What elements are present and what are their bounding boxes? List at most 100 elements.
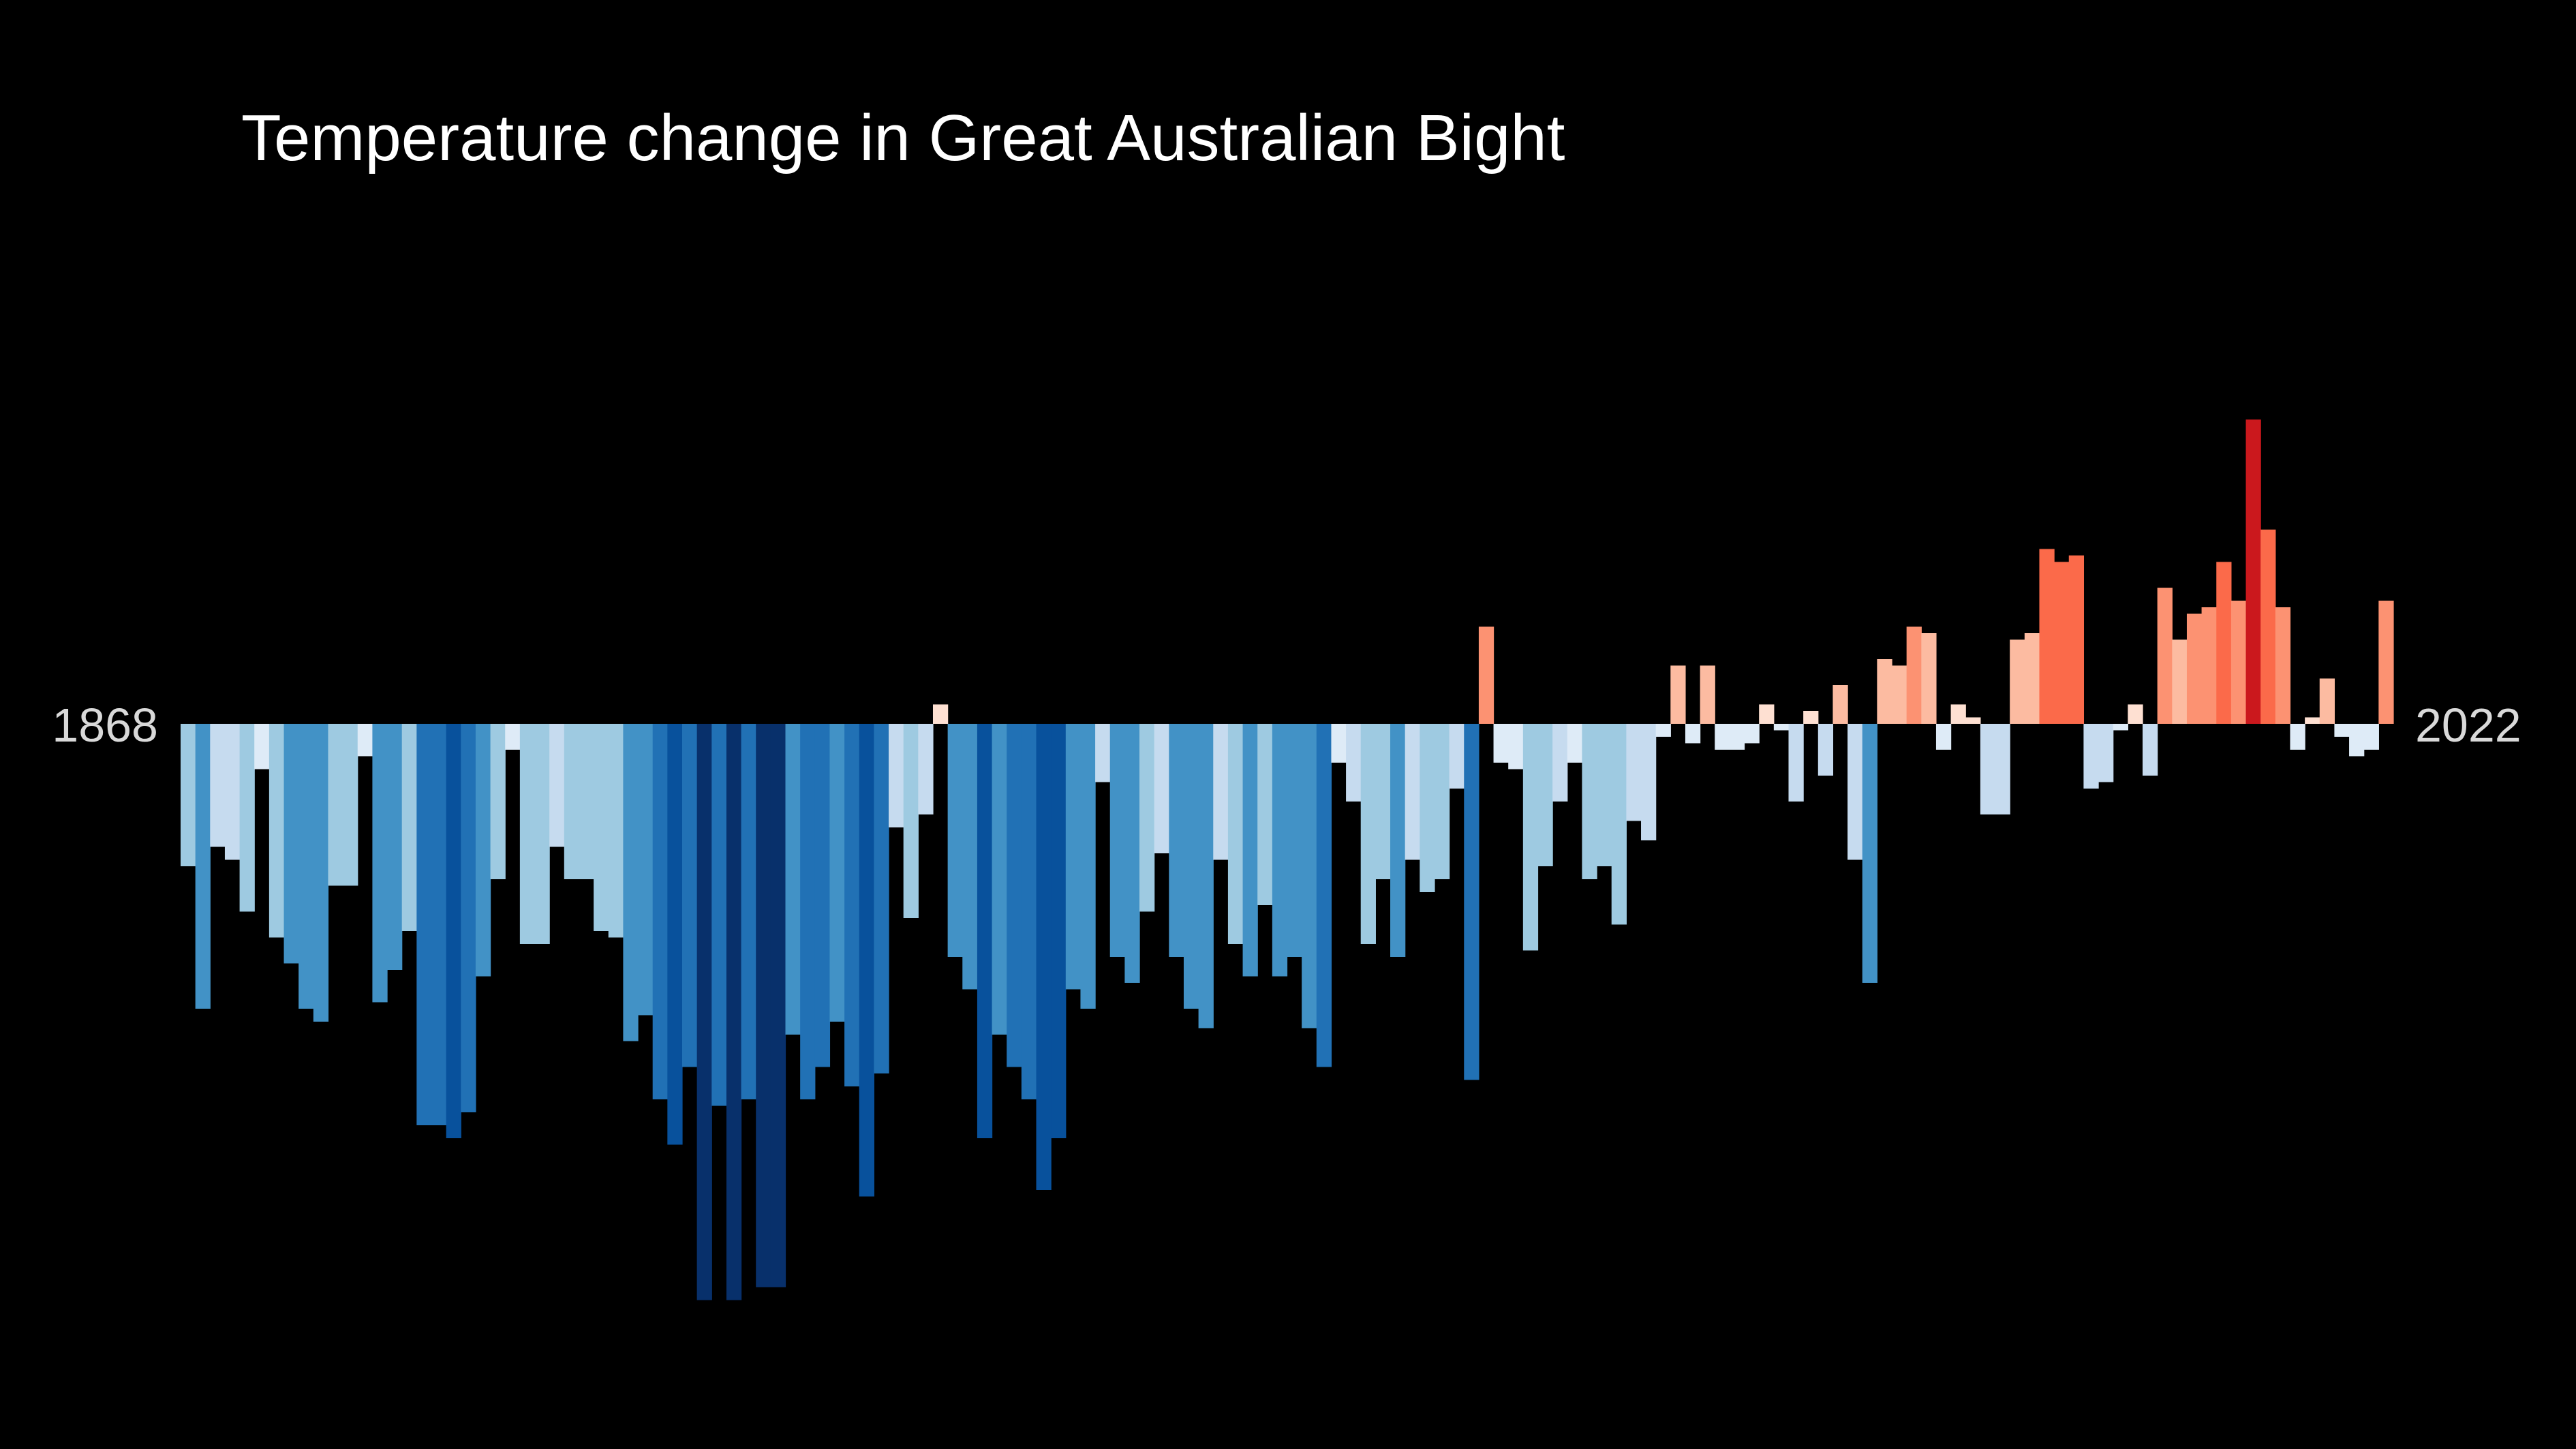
- bar-1938: [1213, 724, 1229, 860]
- bar-2008: [2245, 419, 2261, 724]
- bar-1983: [1877, 659, 1892, 724]
- bar-1959: [1522, 724, 1539, 951]
- bar-1887: [461, 724, 476, 1112]
- bar-1970: [1685, 724, 1701, 744]
- bar-1967: [1641, 724, 1657, 840]
- bar-1880: [357, 724, 373, 757]
- end-year-label: 2022: [2415, 699, 2521, 752]
- bar-1971: [1700, 665, 1715, 724]
- bar-1895: [579, 724, 594, 879]
- bar-1906: [741, 724, 756, 1099]
- bar-2004: [2186, 613, 2203, 724]
- start-year-label: 1868: [52, 699, 158, 752]
- bar-1994: [2039, 549, 2055, 724]
- bar-1929: [1080, 724, 1096, 1009]
- bar-1941: [1257, 724, 1273, 905]
- chart-title: Temperature change in Great Australian B…: [241, 102, 1565, 174]
- bar-1904: [711, 724, 727, 1106]
- bar-2007: [2230, 600, 2247, 724]
- bar-1869: [195, 724, 211, 1009]
- bar-1878: [328, 724, 343, 886]
- bar-1931: [1109, 724, 1125, 957]
- bar-1956: [1478, 626, 1494, 724]
- bar-1946: [1331, 724, 1347, 763]
- bar-1997: [2083, 724, 2099, 789]
- bar-1902: [681, 724, 698, 1067]
- bar-1924: [1007, 724, 1022, 1067]
- bar-1884: [416, 724, 432, 1125]
- bar-1919: [932, 704, 949, 724]
- bar-1908: [770, 724, 786, 1287]
- bar-1886: [446, 724, 461, 1138]
- bar-2011: [2290, 724, 2305, 750]
- bar-2003: [2172, 639, 2188, 724]
- bar-1888: [475, 724, 491, 977]
- bar-1894: [564, 724, 580, 879]
- bar-1935: [1169, 724, 1184, 957]
- bar-2005: [2201, 607, 2217, 724]
- bar-1949: [1375, 724, 1391, 879]
- bar-1872: [239, 724, 255, 912]
- bar-1986: [1921, 633, 1937, 724]
- bar-2000: [2128, 704, 2143, 724]
- bar-1879: [343, 724, 358, 886]
- bar-1896: [594, 724, 609, 931]
- bar-1978: [1803, 711, 1819, 724]
- bar-1965: [1611, 724, 1627, 925]
- bar-1903: [696, 724, 712, 1300]
- bar-1968: [1655, 724, 1671, 737]
- bar-1975: [1759, 704, 1775, 724]
- bar-1882: [387, 724, 403, 970]
- bar-1996: [2068, 555, 2085, 724]
- bar-2013: [2319, 678, 2335, 724]
- bar-1901: [667, 724, 683, 1145]
- bar-1958: [1508, 724, 1524, 769]
- bar-1953: [1434, 724, 1450, 879]
- bar-1918: [918, 724, 934, 814]
- bar-1993: [2024, 633, 2040, 724]
- bar-1923: [992, 724, 1007, 1035]
- bar-1922: [977, 724, 993, 1138]
- bar-1892: [534, 724, 550, 944]
- bar-1989: [1965, 717, 1981, 724]
- bar-1870: [210, 724, 226, 847]
- bar-1890: [505, 724, 521, 750]
- bar-1981: [1847, 724, 1863, 860]
- bar-1961: [1552, 724, 1568, 802]
- bar-1991: [1995, 724, 2010, 814]
- bar-1936: [1183, 724, 1199, 1009]
- bar-1954: [1449, 724, 1465, 789]
- bar-1990: [1980, 724, 1996, 814]
- bar-2002: [2157, 588, 2173, 724]
- bar-1928: [1065, 724, 1082, 990]
- bar-1982: [1862, 724, 1877, 983]
- bar-2001: [2143, 724, 2158, 776]
- bar-1891: [519, 724, 536, 944]
- bar-1985: [1906, 626, 1922, 724]
- bar-1897: [608, 724, 624, 938]
- bar-1980: [1833, 685, 1848, 724]
- bar-1933: [1139, 724, 1155, 912]
- bar-1988: [1950, 704, 1966, 724]
- bar-2017: [2378, 600, 2394, 724]
- bar-1974: [1744, 724, 1760, 744]
- bar-1976: [1773, 724, 1790, 731]
- bar-1973: [1729, 724, 1745, 750]
- bar-1917: [903, 724, 919, 918]
- bar-1913: [844, 724, 860, 1086]
- bar-1912: [829, 724, 845, 1022]
- bar-1932: [1124, 724, 1140, 983]
- bar-1910: [800, 724, 816, 1099]
- bar-1873: [254, 724, 270, 769]
- bar-1939: [1227, 724, 1244, 944]
- bar-1907: [756, 724, 771, 1287]
- bar-2012: [2305, 717, 2320, 724]
- bar-1925: [1021, 724, 1037, 1099]
- bar-1871: [224, 724, 241, 860]
- bar-1962: [1567, 724, 1583, 763]
- bar-1916: [889, 724, 904, 827]
- bar-1950: [1390, 724, 1406, 957]
- bar-1889: [490, 724, 506, 879]
- bar-1945: [1316, 724, 1332, 1067]
